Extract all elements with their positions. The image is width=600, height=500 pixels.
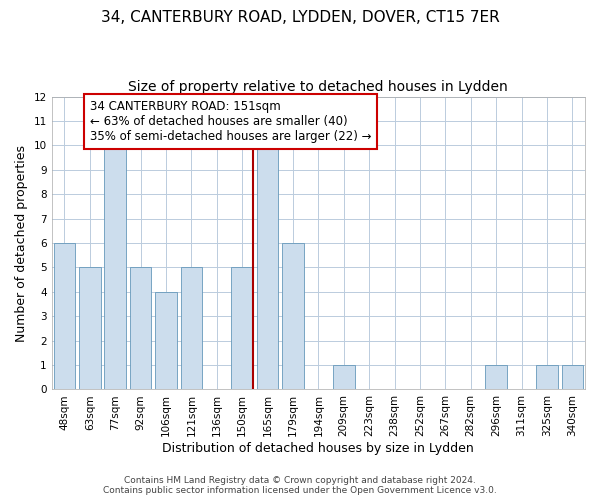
Bar (104, 146, 126, 390)
Bar (282, 243, 304, 390)
Bar (79, 268, 101, 390)
Bar (53, 243, 75, 390)
X-axis label: Distribution of detached houses by size in Lydden: Distribution of detached houses by size … (163, 442, 474, 455)
Bar (155, 292, 177, 390)
Bar (257, 146, 278, 390)
Title: Size of property relative to detached houses in Lydden: Size of property relative to detached ho… (128, 80, 508, 94)
Text: 34 CANTERBURY ROAD: 151sqm
← 63% of detached houses are smaller (40)
35% of semi: 34 CANTERBURY ROAD: 151sqm ← 63% of deta… (90, 100, 371, 143)
Bar (130, 268, 151, 390)
Bar (536, 365, 557, 390)
Y-axis label: Number of detached properties: Number of detached properties (15, 144, 28, 342)
Text: Contains HM Land Registry data © Crown copyright and database right 2024.
Contai: Contains HM Land Registry data © Crown c… (103, 476, 497, 495)
Bar (562, 365, 583, 390)
Text: 34, CANTERBURY ROAD, LYDDEN, DOVER, CT15 7ER: 34, CANTERBURY ROAD, LYDDEN, DOVER, CT15… (101, 10, 499, 25)
Bar (232, 268, 253, 390)
Bar (333, 365, 355, 390)
Bar (181, 268, 202, 390)
Bar (485, 365, 507, 390)
